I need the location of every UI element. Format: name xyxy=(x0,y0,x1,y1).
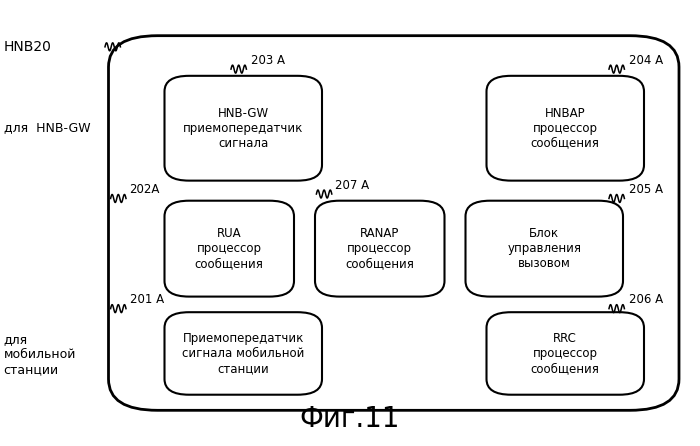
FancyBboxPatch shape xyxy=(108,36,679,410)
Text: для  HNB-GW: для HNB-GW xyxy=(4,120,90,134)
Text: Фиг.11: Фиг.11 xyxy=(300,405,400,433)
FancyBboxPatch shape xyxy=(164,312,322,395)
Text: HNBAP
процессор
сообщения: HNBAP процессор сообщения xyxy=(531,107,600,150)
FancyBboxPatch shape xyxy=(164,201,294,297)
Text: для
мобильной
станции: для мобильной станции xyxy=(4,333,76,376)
Text: 203 A: 203 A xyxy=(251,54,285,67)
Text: 202A: 202A xyxy=(130,183,160,196)
FancyBboxPatch shape xyxy=(486,76,644,181)
FancyBboxPatch shape xyxy=(466,201,623,297)
Text: HNB20: HNB20 xyxy=(4,40,51,54)
Text: 206 A: 206 A xyxy=(629,293,663,306)
FancyBboxPatch shape xyxy=(486,312,644,395)
Text: 207 A: 207 A xyxy=(335,179,369,192)
Text: RRC
процессор
сообщения: RRC процессор сообщения xyxy=(531,332,600,375)
Text: 205 A: 205 A xyxy=(629,183,663,196)
Text: RANAP
процессор
сообщения: RANAP процессор сообщения xyxy=(345,227,414,270)
Text: 201 A: 201 A xyxy=(130,293,164,306)
Text: 204 A: 204 A xyxy=(629,54,663,67)
FancyBboxPatch shape xyxy=(315,201,444,297)
Text: Блок
управления
вызовом: Блок управления вызовом xyxy=(508,227,581,270)
Text: RUA
процессор
сообщения: RUA процессор сообщения xyxy=(195,227,264,270)
FancyBboxPatch shape xyxy=(164,76,322,181)
Text: HNB-GW
приемопередатчик
сигнала: HNB-GW приемопередатчик сигнала xyxy=(183,107,303,150)
Text: Приемопередатчик
сигнала мобильной
станции: Приемопередатчик сигнала мобильной станц… xyxy=(182,332,304,375)
